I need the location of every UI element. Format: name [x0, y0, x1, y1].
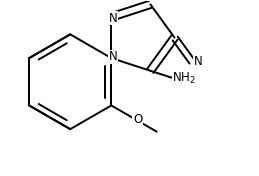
Text: O: O	[133, 113, 142, 126]
Text: N: N	[109, 50, 118, 63]
Text: NH$_2$: NH$_2$	[172, 71, 196, 86]
Text: N: N	[194, 55, 203, 68]
Text: N: N	[109, 12, 118, 25]
